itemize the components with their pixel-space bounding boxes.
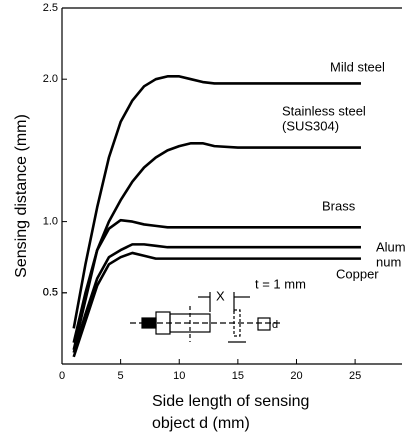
x-tick-label: 0 [59,370,65,382]
y-tick-label: 1.0 [43,216,58,228]
line-series [72,251,361,358]
target-face [257,317,271,331]
x-axis-label: Side length of sensing [152,393,309,410]
annotation: t = 1 mm [255,276,306,291]
line-series [72,218,361,351]
series-label: Mild steel [330,59,385,74]
x-tick-label: 20 [290,370,302,382]
line-series [72,243,361,353]
series-label: Copper [336,266,379,281]
annotation: d [272,319,278,331]
x-tick-label: 15 [232,370,244,382]
y-tick-label: 0.5 [43,287,58,299]
inset-diagram [130,292,280,343]
line-series [72,141,361,343]
y-axis-label: Sensing distance (mm) [13,114,30,278]
y-tick-label: 2.0 [43,73,58,85]
x-tick-label: 10 [173,370,185,382]
annotation: X [216,288,225,303]
line-series [72,75,361,329]
series-label: num [376,254,401,269]
y-tick-label: 2.5 [43,2,58,14]
x-axis-label: object d (mm) [152,415,250,432]
y-tick-label: 0.5 [43,287,58,299]
target [233,309,241,337]
x-tick-label: 5 [118,370,124,382]
series-label: Brass [322,198,356,213]
x-tick-label: 25 [349,370,361,382]
series-label: Stainless steel [282,103,366,118]
series-label: Alum [376,239,406,254]
series-label: (SUS304) [282,118,339,133]
